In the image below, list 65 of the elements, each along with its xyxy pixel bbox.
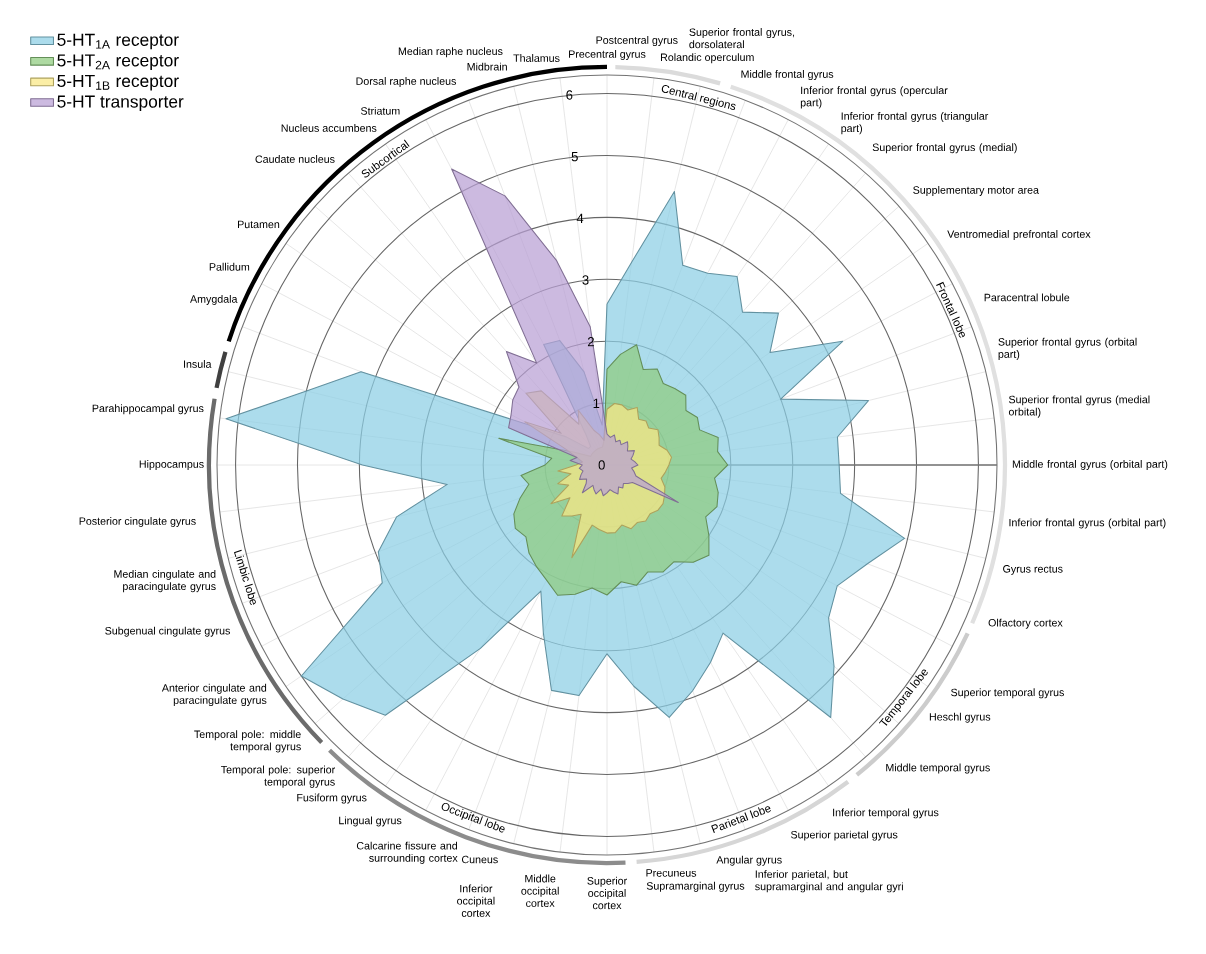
y-tick-label: 2: [587, 337, 594, 347]
spoke-label: Inferior frontal gyrus (triangular part): [841, 112, 989, 135]
text: Limbic lobe: [234, 549, 256, 605]
spoke-label: Superior frontal gyrus, dorsolateral: [689, 28, 795, 49]
spoke-label: Insula: [184, 360, 212, 368]
legend-label: 5-HT$_{1A}$ receptor: [57, 33, 179, 50]
spoke-label: Inferior occipital cortex: [457, 884, 495, 917]
spoke-label: Inferior frontal gyrus (opercular part): [800, 86, 948, 109]
spoke-label: Hippocampus: [139, 460, 204, 470]
spoke-label: Amygdala: [190, 294, 238, 305]
spoke-label: Precentral gyrus: [569, 50, 646, 60]
spoke-label: Paracentral lobule: [984, 293, 1070, 302]
spoke-label: Median cingulate and paracingulate gyrus: [114, 569, 216, 593]
y-tick-label: 3: [582, 275, 589, 285]
spoke-label: Angular gyrus: [716, 855, 782, 866]
spoke-label: Olfactory cortex: [988, 618, 1063, 629]
spoke-label: Posterior cingulate gyrus: [79, 517, 196, 527]
spoke-label: Precuneus: [646, 869, 697, 877]
y-tick-label: 5: [571, 152, 578, 162]
y-tick-label: 6: [566, 90, 573, 100]
spoke-label: Lingual gyrus: [339, 816, 402, 827]
spoke-label: Inferior frontal gyrus (orbital part): [1009, 518, 1166, 529]
text: Central regions: [661, 85, 736, 110]
spoke-label: Superior frontal gyrus (medial): [872, 143, 1017, 154]
spoke-label: Superior occipital cortex: [587, 876, 627, 910]
spoke-label: Thalamus: [513, 54, 560, 62]
spoke-label: Putamen: [238, 220, 280, 229]
spoke-label: Parahippocampal gyrus: [92, 404, 204, 415]
spoke-label: Subgenual cingulate gyrus: [105, 626, 230, 637]
spoke-label: Anterior cingulate and paracingulate gyrus: [161, 683, 267, 707]
spoke-label: Superior temporal gyrus: [951, 688, 1064, 699]
spoke-label: Midbrain: [467, 62, 507, 71]
legend-label: 5-HT$_{1B}$ receptor: [57, 74, 179, 91]
spoke-label: Supplementary motor area: [913, 185, 1039, 196]
spoke-label: Temporal pole: middle temporal gyrus: [194, 730, 301, 753]
spoke-label: Dorsal raphe nucleus: [356, 77, 457, 88]
spoke-label: Fusiform gyrus: [297, 793, 367, 804]
spoke-label: Temporal pole: superior temporal gyrus: [221, 765, 335, 788]
spoke-label: Inferior parietal, but supramarginal and angular gyri: [755, 870, 903, 893]
spoke-label: Heschl gyrus: [929, 712, 991, 723]
spoke-label: Middle frontal gyrus: [741, 70, 834, 81]
spoke-label: Superior frontal gyrus (orbital part): [998, 337, 1137, 361]
spoke-label: Nucleus accumbens: [281, 124, 377, 132]
spoke-label: Median raphe nucleus: [398, 47, 503, 58]
y-tick-label: 4: [576, 213, 584, 223]
spoke-label: Pallidum: [209, 262, 250, 271]
legend-label: 5-HT$_{2A}$ receptor: [57, 54, 179, 70]
y-tick-label: 1: [593, 398, 600, 408]
spoke-label: Middle occipital cortex: [521, 874, 559, 907]
spoke-label: Cuneus: [461, 855, 498, 864]
spoke-label: Superior frontal gyrus (medial orbital): [1008, 395, 1150, 418]
spoke-label: Superior parietal gyrus: [790, 830, 898, 841]
spoke-label: Supramarginal gyrus: [646, 881, 745, 892]
spoke-label: Rolandic operculum: [661, 53, 754, 64]
spoke-label: Striatum: [360, 106, 400, 115]
spoke-label: Caudate nucleus: [255, 155, 335, 163]
spoke-label: Gyrus rectus: [1003, 565, 1063, 575]
spoke-label: Postcentral gyrus: [596, 36, 678, 47]
spoke-label: Ventromedial prefrontal cortex: [947, 230, 1091, 240]
spoke-label: Middle frontal gyrus (orbital part): [1012, 460, 1168, 470]
legend-label: 5-HT transporter: [57, 95, 184, 112]
spoke-label: Middle temporal gyrus: [886, 763, 990, 774]
y-tick-label: 0: [598, 460, 605, 470]
spoke-label: Inferior temporal gyrus: [833, 808, 939, 819]
spoke-label: Calcarine fissure and surrounding cortex: [356, 841, 458, 864]
